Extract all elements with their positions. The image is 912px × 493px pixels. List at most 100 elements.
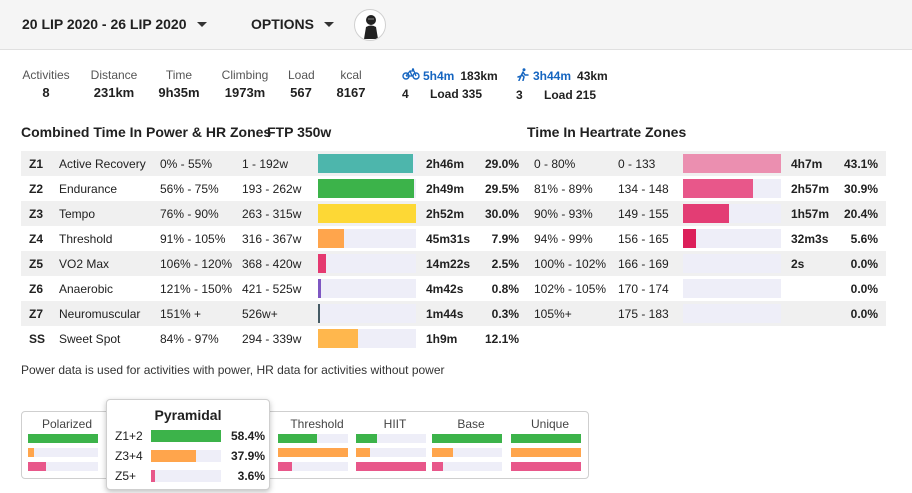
distribution-bar <box>432 434 502 443</box>
zone-bar <box>318 179 414 198</box>
hr-zone-bar-track <box>683 254 781 273</box>
chevron-down-icon <box>196 21 207 27</box>
zone-watts-range: 526w+ <box>242 307 278 321</box>
hr-zone-range: 102% - 105% <box>534 282 607 296</box>
hr-zone-bar-track <box>683 279 781 298</box>
hr-zone-bpm: 149 - 155 <box>618 207 669 221</box>
tooltip-row: Z5+ 3.6% <box>115 468 265 484</box>
zone-row: Z7 Neuromuscular 151% + 526w+ 1m44s 0.3% 105%+… <box>21 301 886 326</box>
zone-ftp-range: 76% - 90% <box>160 207 219 221</box>
zone-time: 2h49m <box>426 182 465 196</box>
hr-zone-percent: 0.0% <box>850 307 878 321</box>
options-button[interactable]: OPTIONS <box>251 16 335 32</box>
hr-zone-range: 94% - 99% <box>534 232 593 246</box>
tooltip-bar-track <box>151 450 221 462</box>
zone-percent: 2.5% <box>491 257 519 271</box>
sport-summary-run: 3h44m 43km 3 Load 215 <box>516 68 608 102</box>
zone-percent: 12.1% <box>484 332 519 346</box>
run-icon <box>516 68 530 84</box>
zone-time: 14m22s <box>426 257 471 271</box>
tooltip-row-value: 37.9% <box>230 449 265 463</box>
zone-name: Neuromuscular <box>59 307 141 321</box>
stat-label: Climbing <box>221 68 269 82</box>
distribution-label: HIIT <box>383 417 407 431</box>
zone-percent: 29.0% <box>484 157 519 171</box>
zone-watts-range: 368 - 420w <box>242 257 302 271</box>
run-load: Load 215 <box>544 88 597 102</box>
stat-kcal: kcal 8167 <box>334 68 368 100</box>
zone-percent: 0.8% <box>491 282 519 296</box>
zone-name: Tempo <box>59 207 96 221</box>
hr-zone-time: 2h57m <box>791 182 830 196</box>
stat-label: Distance <box>90 68 138 82</box>
zone-row: Z1 Active Recovery 0% - 55% 1 - 192w 2h46m 29… <box>21 151 886 176</box>
hr-zones-title: Time In Heartrate Zones <box>527 124 687 140</box>
date-range-button[interactable]: 20 LIP 2020 - 26 LIP 2020 <box>22 16 207 32</box>
zone-name: Active Recovery <box>59 157 146 171</box>
hr-zone-bpm: 166 - 169 <box>618 257 669 271</box>
tooltip-row-label: Z1+2 <box>115 429 143 443</box>
hr-zone-bpm: 156 - 165 <box>618 232 669 246</box>
distribution-bar-track <box>511 448 581 457</box>
distribution-label: Threshold <box>290 417 344 431</box>
distribution-label: Polarized <box>41 417 93 431</box>
distribution-bar-track <box>278 434 348 443</box>
zone-bar <box>318 329 358 348</box>
hr-zone-bar <box>683 229 696 248</box>
distribution-bar <box>28 434 98 443</box>
stat-value: 8 <box>42 85 50 100</box>
hr-zone-percent: 43.1% <box>843 157 878 171</box>
distribution-label: Base <box>457 417 485 431</box>
distribution-bar-track <box>356 434 426 443</box>
zone-percent: 29.5% <box>484 182 519 196</box>
tooltip-row-label: Z3+4 <box>115 449 143 463</box>
ftp-label: FTP 350w <box>267 124 332 140</box>
zone-bar-track <box>318 179 416 198</box>
hr-zone-bar-track <box>683 204 781 223</box>
zone-bar <box>318 154 413 173</box>
distribution-bar-track <box>432 462 502 471</box>
zone-bar <box>318 279 321 298</box>
hr-zone-range: 100% - 102% <box>534 257 607 271</box>
zone-bar <box>318 204 416 223</box>
data-source-note: Power data is used for activities with p… <box>21 363 445 377</box>
hr-zone-bar <box>683 179 753 198</box>
tooltip-row: Z3+4 37.9% <box>115 448 265 464</box>
zone-percent: 0.3% <box>491 307 519 321</box>
hr-zone-bar <box>683 154 781 173</box>
distribution-bar-track <box>28 462 98 471</box>
zone-row: Z3 Tempo 76% - 90% 263 - 315w 2h52m 30.0% 90% … <box>21 201 886 226</box>
zone-ftp-range: 106% - 120% <box>160 257 233 271</box>
zone-ftp-range: 0% - 55% <box>160 157 213 171</box>
distribution-bar <box>28 462 46 471</box>
bike-distance: 183km <box>460 68 498 83</box>
distribution-bar-track <box>432 434 502 443</box>
run-distance: 43km <box>577 69 608 83</box>
distribution-label: Unique <box>530 417 570 431</box>
distribution-bar-track <box>432 448 502 457</box>
distribution-bar <box>432 448 453 457</box>
zone-code: Z3 <box>29 207 44 221</box>
tooltip-bar <box>151 430 221 442</box>
hr-zone-range: 81% - 89% <box>534 182 593 196</box>
distribution-bar <box>28 448 34 457</box>
zone-ftp-range: 121% - 150% <box>160 282 233 296</box>
distribution-bar-track <box>278 448 348 457</box>
hr-zone-bpm: 134 - 148 <box>618 182 669 196</box>
tooltip-bar-track <box>151 430 221 442</box>
distribution-bar-track <box>511 434 581 443</box>
hr-zone-range: 90% - 93% <box>534 207 593 221</box>
distribution-bar <box>511 448 581 457</box>
zone-bar-track <box>318 279 416 298</box>
distribution-bar-track <box>356 462 426 471</box>
distribution-bar <box>278 448 348 457</box>
zone-ftp-range: 151% + <box>160 307 202 321</box>
stat-label: Load <box>288 68 315 82</box>
zone-code: Z7 <box>29 307 44 321</box>
user-avatar-icon[interactable] <box>354 9 386 41</box>
hr-zone-bar-track <box>683 304 781 323</box>
date-range-label: 20 LIP 2020 - 26 LIP 2020 <box>22 16 187 32</box>
zone-ftp-range: 84% - 97% <box>160 332 219 346</box>
zone-name: VO2 Max <box>59 257 110 271</box>
stat-value: 1973m <box>224 85 266 100</box>
